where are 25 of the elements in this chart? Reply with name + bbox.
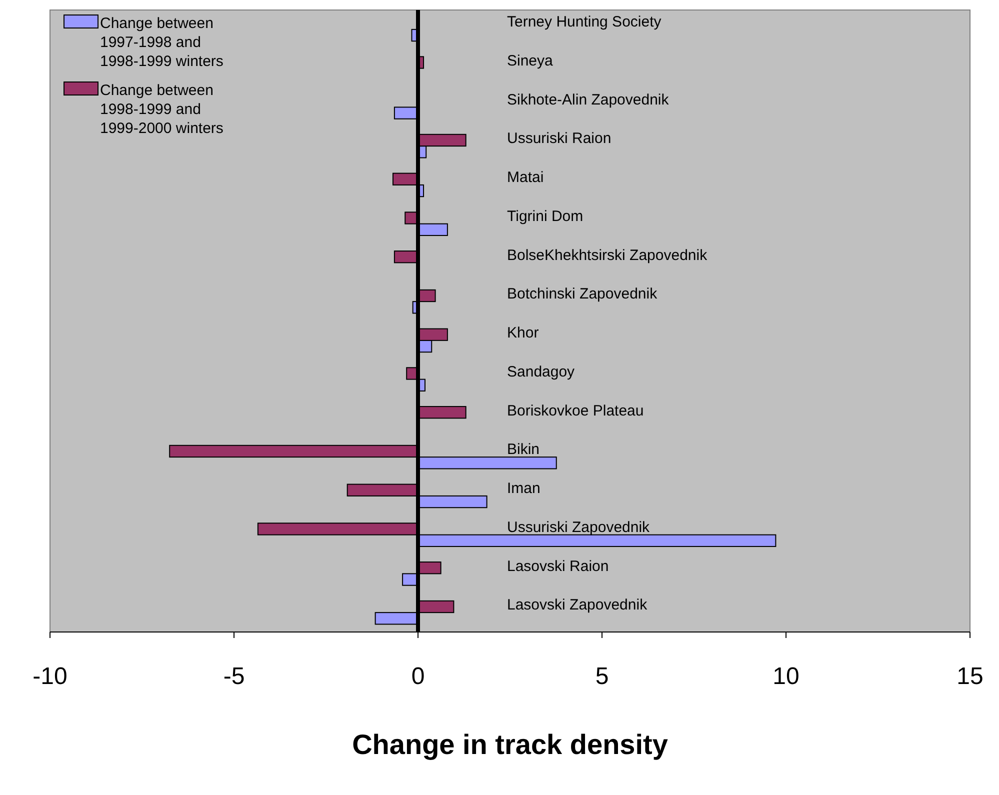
y-tick-label: Lasovski Zapovednik <box>507 596 648 614</box>
legend-label: Change between 1997-1998 and 1998-1999 winters <box>100 15 224 70</box>
x-tick-label: 0 <box>411 663 425 690</box>
y-tick-label: Terney Hunting Society <box>507 14 662 31</box>
y-tick-label: Sikhote-Alin Zapovednik <box>507 91 670 108</box>
y-tick-label: Ussuriski Raion <box>507 130 612 148</box>
y-tick-label: Sandagoy <box>507 363 576 380</box>
y-tick-label: Boriskovkoe Plateau <box>507 402 644 420</box>
y-tick-label: Botchinski Zapovednik <box>507 286 658 303</box>
y-tick-label: BolseKhekhtsirski Zapovednik <box>507 246 708 264</box>
y-tick-label: Khor <box>507 324 539 342</box>
x-axis-title: Change in track density <box>352 729 668 760</box>
x-tick-label: -10 <box>32 663 68 690</box>
x-tick-label: 5 <box>595 663 609 690</box>
y-tick-label: Matai <box>507 169 544 186</box>
y-tick-label: Lasovski Raion <box>507 558 609 575</box>
y-tick-label: Tigrini Dom <box>507 208 584 225</box>
x-tick-label: 15 <box>956 663 984 690</box>
legend-label: Change between 1998-1999 and 1999-2000 winters <box>100 82 224 137</box>
x-tick-label: -5 <box>223 663 245 690</box>
y-tick-label: Sineya <box>507 52 554 70</box>
y-tick-label: Ussuriski Zapovednik <box>507 518 650 536</box>
y-tick-label: Iman <box>507 480 540 498</box>
y-tick-label: Bikin <box>507 441 540 458</box>
x-tick-label: 10 <box>772 663 800 690</box>
